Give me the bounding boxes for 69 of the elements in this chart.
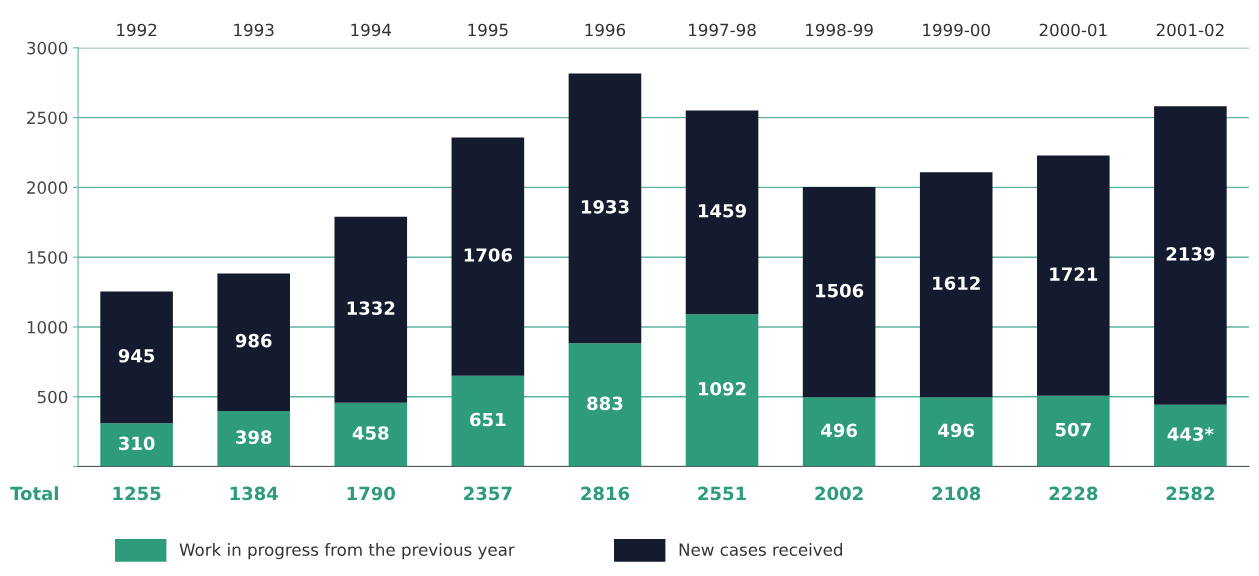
legend-label: New cases received: [679, 543, 842, 556]
bar: [334, 402, 408, 467]
x-tick-label: 1998-99: [806, 23, 873, 37]
total-label: 1384: [230, 486, 278, 501]
y-tick-label: 2500: [27, 111, 68, 125]
data-label: 496: [821, 423, 857, 438]
bar: [334, 216, 408, 403]
x-tick-label: 1996: [585, 23, 626, 37]
bar: [802, 397, 876, 467]
data-label: 1092: [698, 381, 746, 396]
total-label: 2816: [581, 486, 630, 501]
bar: [685, 110, 759, 315]
bar: [802, 187, 876, 398]
legend-label: Work in progress from the previous year: [179, 543, 515, 560]
data-label: 883: [587, 396, 623, 411]
text: Total: [10, 486, 58, 501]
total-label: 2357: [464, 486, 512, 501]
x-tick-label: 2000-01: [1039, 23, 1107, 37]
bar: [100, 423, 173, 467]
data-label: 2139: [1166, 247, 1215, 261]
data-label: 651: [470, 412, 506, 427]
x-tick-label: 1992: [117, 23, 157, 37]
data-label: 1612: [933, 276, 980, 291]
y-tick-label: 3000: [27, 41, 68, 55]
total-label: 1255: [113, 486, 161, 501]
bar: [685, 314, 759, 467]
data-label: 1933: [581, 199, 629, 214]
data-label: 507: [1055, 422, 1091, 437]
data-label: 1706: [464, 248, 513, 262]
data-label: 1459: [698, 203, 747, 218]
data-label: 945: [118, 348, 155, 363]
bar: [451, 137, 525, 376]
data-label: 310: [118, 436, 155, 451]
y-tick-label: 500: [37, 390, 68, 404]
y-tick-label: 1500: [27, 251, 68, 264]
bar: [568, 73, 642, 344]
total-label: 2551: [698, 486, 746, 501]
bar: [1037, 395, 1110, 467]
bar: [451, 375, 525, 467]
y-tick-label: 1000: [27, 320, 68, 334]
bar: [100, 291, 173, 424]
bar: [919, 397, 993, 467]
data-label: 458: [352, 426, 389, 440]
x-tick-label: 2001-02: [1156, 23, 1224, 37]
data-label: 1332: [347, 301, 395, 315]
data-label: 496: [938, 423, 975, 438]
bar: [1154, 404, 1227, 467]
total-label: 2228: [1049, 486, 1098, 501]
bar: [568, 343, 642, 467]
data-label: 398: [236, 430, 272, 445]
total-label: 1790: [347, 486, 396, 501]
total-label: 2108: [932, 486, 981, 501]
bar: [919, 172, 993, 398]
x-tick-label: 1997-98: [689, 23, 756, 37]
bar: [217, 273, 290, 412]
total-label: 2582: [1166, 486, 1214, 501]
bar: [1154, 106, 1227, 405]
x-tick-label: 1994: [351, 23, 392, 37]
y-tick-label: 2000: [27, 181, 68, 194]
data-label: 443*: [1167, 427, 1214, 441]
x-tick-label: 1993: [234, 23, 274, 37]
data-label: 986: [235, 333, 272, 348]
bar: [1037, 155, 1110, 396]
bar: [217, 411, 290, 467]
total-label: 2002: [815, 486, 863, 501]
x-tick-label: 1999-00: [923, 23, 990, 37]
data-label: 1721: [1050, 267, 1098, 281]
x-tick-label: 1995: [468, 23, 508, 37]
data-label: 1506: [816, 283, 864, 298]
